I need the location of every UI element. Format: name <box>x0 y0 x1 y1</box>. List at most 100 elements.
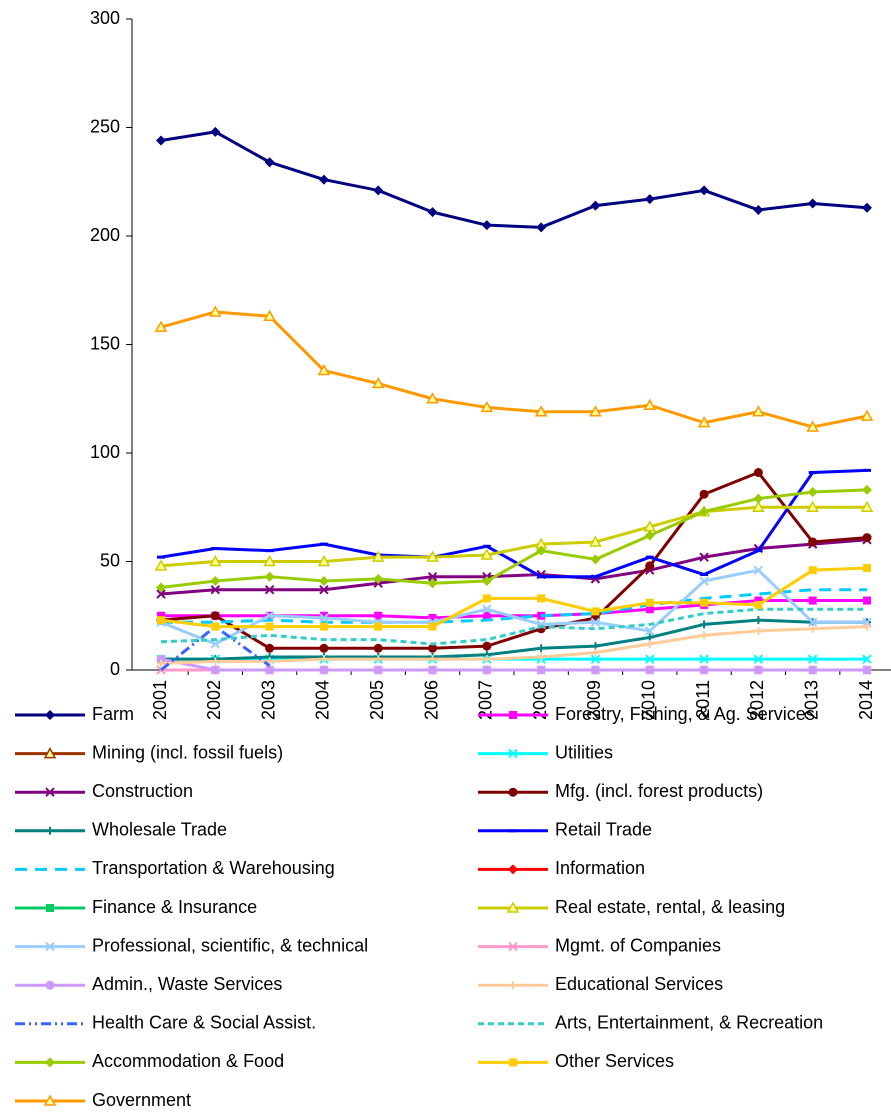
marker <box>753 565 764 575</box>
marker <box>45 980 55 990</box>
marker <box>645 639 654 648</box>
marker <box>45 941 55 952</box>
series-line <box>160 471 868 650</box>
legend-label: Mgmt. of Companies <box>555 935 721 955</box>
y-tick-label: 250 <box>90 116 120 136</box>
marker <box>644 194 655 205</box>
legend-label: Farm <box>92 704 134 724</box>
marker <box>319 665 329 675</box>
legend-label: Transportation & Warehousing <box>92 858 335 878</box>
marker <box>806 500 819 512</box>
legend-label: Wholesale Trade <box>92 820 227 840</box>
marker <box>506 901 520 913</box>
marker <box>537 652 546 661</box>
series-line <box>160 130 868 229</box>
y-tick-label: 150 <box>90 333 120 353</box>
marker <box>374 655 383 664</box>
marker <box>319 655 328 664</box>
x-tick-label: 2011 <box>693 680 713 719</box>
marker <box>699 489 709 499</box>
y-tick-label: 0 <box>110 659 120 679</box>
marker <box>699 654 709 664</box>
marker <box>373 573 384 584</box>
legend-label: Real estate, rental, & leasing <box>555 897 785 917</box>
marker <box>481 576 492 587</box>
marker <box>700 598 709 607</box>
series-line <box>160 607 867 646</box>
series-line <box>160 625 868 665</box>
marker <box>862 654 872 664</box>
marker <box>645 626 655 636</box>
marker <box>643 398 657 411</box>
legend-label: Construction <box>92 781 193 801</box>
marker <box>508 748 518 759</box>
marker <box>754 626 763 635</box>
marker <box>862 665 872 675</box>
marker <box>210 611 220 621</box>
marker <box>45 710 55 720</box>
marker <box>699 552 709 562</box>
marker <box>590 554 601 565</box>
marker <box>211 622 220 631</box>
marker <box>862 617 872 627</box>
marker <box>157 659 165 668</box>
series-line <box>160 657 867 672</box>
series-line <box>161 618 867 661</box>
legend-label: Educational Services <box>555 974 723 994</box>
marker <box>482 655 491 664</box>
marker <box>373 185 384 196</box>
marker <box>211 657 220 666</box>
marker <box>481 220 492 231</box>
legend-label: Forestry, Fishing, & Ag. Services <box>555 704 815 724</box>
x-tick-label: 2008 <box>530 680 550 720</box>
marker <box>862 202 872 213</box>
marker <box>645 598 654 607</box>
marker <box>863 622 871 631</box>
marker <box>154 320 168 332</box>
marker <box>863 564 871 573</box>
marker <box>700 620 709 629</box>
marker <box>374 611 383 620</box>
marker <box>808 537 818 547</box>
marker <box>373 665 383 675</box>
marker <box>428 643 438 653</box>
marker <box>482 641 492 651</box>
marker <box>590 617 601 627</box>
x-tick-label: 2014 <box>856 680 876 720</box>
marker <box>808 566 817 575</box>
x-tick-label: 2001 <box>150 680 170 720</box>
marker <box>154 559 168 571</box>
marker <box>508 941 518 952</box>
marker <box>754 600 763 609</box>
marker <box>427 578 438 589</box>
legend-label: Information <box>555 858 645 878</box>
marker <box>807 487 818 498</box>
marker <box>508 787 518 797</box>
marker <box>591 607 600 616</box>
marker <box>752 500 765 512</box>
marker <box>753 493 764 504</box>
marker <box>808 596 817 605</box>
marker <box>318 576 329 587</box>
marker <box>428 655 437 664</box>
marker <box>319 622 328 631</box>
marker <box>860 500 874 512</box>
x-tick-label: 2007 <box>476 680 496 720</box>
marker <box>589 405 602 417</box>
marker <box>371 550 385 562</box>
marker <box>645 605 654 614</box>
marker <box>509 981 517 990</box>
marker <box>536 222 547 233</box>
marker <box>697 416 711 428</box>
marker <box>862 533 872 543</box>
marker <box>210 126 221 137</box>
marker <box>43 747 57 759</box>
marker <box>645 654 655 664</box>
marker <box>699 506 710 517</box>
marker <box>209 305 222 317</box>
marker <box>752 405 765 417</box>
marker <box>699 665 709 675</box>
x-tick-label: 2002 <box>204 680 224 720</box>
marker <box>210 576 221 587</box>
